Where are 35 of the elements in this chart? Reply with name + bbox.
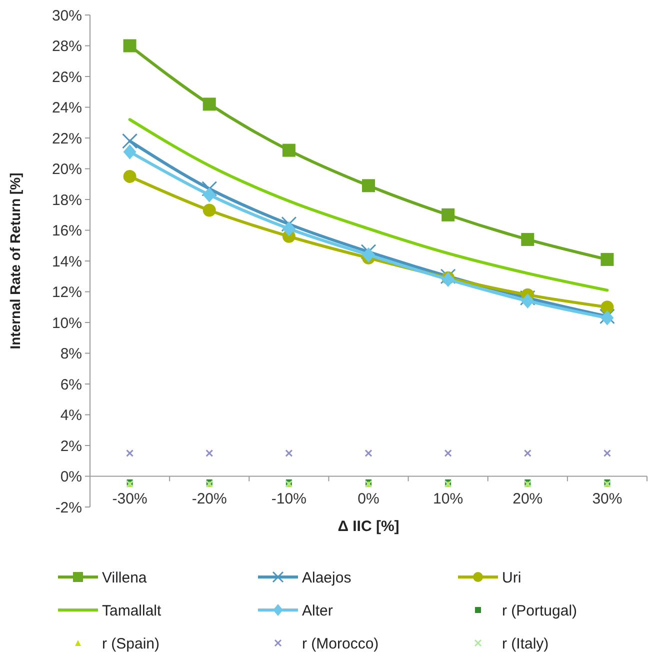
x-tick-label: -20% <box>192 490 227 508</box>
y-tick-label: 18% <box>52 192 82 209</box>
y-tick-label: 6% <box>60 376 82 394</box>
y-tick-label: 10% <box>52 314 82 332</box>
legend-label: r (Spain) <box>102 635 160 652</box>
y-tick-label: 12% <box>52 284 82 301</box>
y-tick-label: 28% <box>52 38 82 55</box>
y-tick-label: 14% <box>52 253 82 270</box>
x-axis-title: Δ IIC [%] <box>338 518 400 535</box>
legend-label: Uri <box>502 569 522 586</box>
legend-label: Alter <box>302 602 333 620</box>
legend-label: r (Portugal) <box>502 602 578 620</box>
y-tick-label: 20% <box>52 161 82 178</box>
x-tick-label: 10% <box>433 490 464 508</box>
y-tick-label: 4% <box>60 407 82 424</box>
legend-label: Alaejos <box>302 569 352 586</box>
y-tick-label: 8% <box>60 346 82 362</box>
y-tick-label: 0% <box>60 468 82 486</box>
y-tick-label: 2% <box>60 438 82 455</box>
y-tick-label: 22% <box>52 130 82 148</box>
x-tick-label: 0% <box>358 490 380 508</box>
legend-label: Villena <box>102 569 148 586</box>
legend-label: r (Italy) <box>502 635 549 652</box>
y-tick-label: 24% <box>52 100 82 116</box>
y-tick-label: -2% <box>55 499 82 516</box>
x-tick-label: -10% <box>271 490 306 508</box>
legend-label: Tamallalt <box>102 602 162 620</box>
y-tick-label: 26% <box>52 68 82 86</box>
x-tick-label: -30% <box>112 490 148 508</box>
y-tick-label: 16% <box>52 222 82 240</box>
x-tick-label: 20% <box>512 490 543 508</box>
x-tick-label: 30% <box>592 490 622 508</box>
legend-label: r (Morocco) <box>302 635 379 652</box>
y-axis-title: Internal Rate of Return [%] <box>7 172 23 350</box>
y-tick-label: 30% <box>52 7 82 24</box>
